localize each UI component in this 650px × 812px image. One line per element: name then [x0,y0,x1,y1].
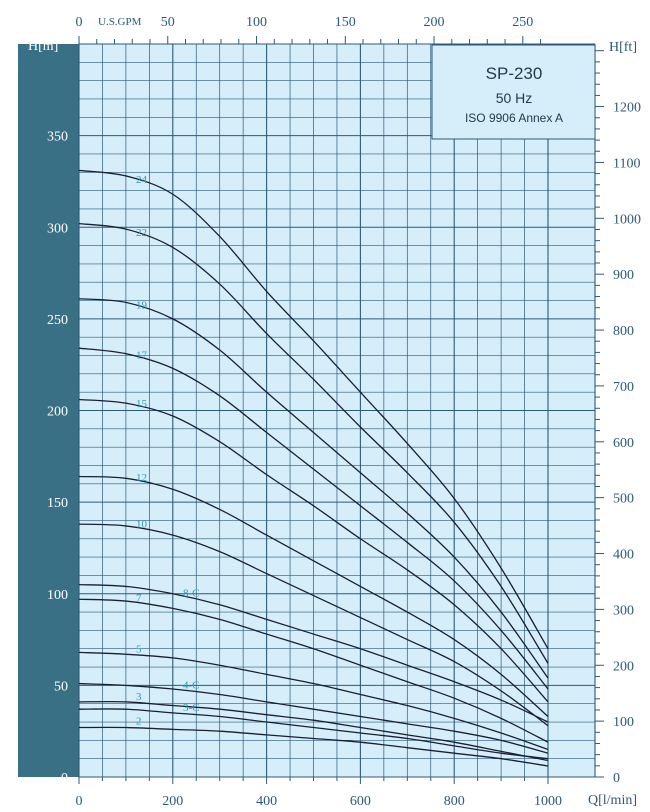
x-bottom-axis-label: Q[l/min] [588,793,637,808]
x-tick-label: 200 [162,794,183,809]
curve-15 [78,398,549,703]
y-right-tick-label: 100 [613,715,634,730]
y-axis-left: 0 50 100 150 200 250 300 350 [47,130,68,786]
y-tick-label: 350 [47,130,68,145]
curve-labels: 24 22 19 17 15 12 10 8-C 7 5 4-C 3 3-C 2 [136,174,199,728]
x-top-tick-label: 100 [246,15,267,30]
curve-label-12: 12 [136,472,147,484]
right-axis-ticks [78,36,604,784]
y-right-tick-label: 200 [613,659,634,674]
title-box [431,44,596,140]
curve-2 [78,726,549,767]
x-tick-label: 800 [444,794,465,809]
curve-24 [78,169,549,650]
x-top-axis-label: U.S.GPM [98,16,142,28]
y-left-axis-label: H[m] [28,39,58,54]
y-right-tick-label: 600 [613,436,634,451]
x-tick-label: 0 [76,794,83,809]
curve-label-10: 10 [136,518,148,530]
curve-label-17: 17 [136,349,148,361]
x-axis-bottom: 0 200 400 600 800 1000 [76,794,563,809]
curve-label-3-C: 3-C [183,702,200,714]
curve-19 [78,298,549,679]
curve-12 [78,475,549,718]
y-right-tick-label: 1000 [613,212,641,227]
chart-subtitle: 50 Hz [496,90,533,106]
y-right-axis-label: H[ft] [609,40,637,55]
chart-title: SP-230 [486,64,543,83]
y-axis-band [18,44,79,777]
curve-label-22: 22 [136,227,147,239]
curve-3 [78,700,549,762]
curve-10 [78,523,549,727]
y-right-tick-label: 800 [613,324,634,339]
x-top-tick-label: 200 [424,15,445,30]
curve-22 [78,222,549,664]
chart-note: ISO 9906 Annex A [465,111,563,125]
y-tick-label: 0 [61,771,68,786]
x-tick-label: 400 [256,794,277,809]
x-top-tick-label: 50 [161,15,175,30]
y-right-tick-label: 900 [613,268,634,283]
curve-7 [78,598,549,743]
curve-8-C [78,583,549,723]
curve-label-3: 3 [136,691,142,703]
x-axis-top: 0 50 100 150 200 250 [76,15,534,30]
x-tick-label: 1000 [534,794,562,809]
curve-label-7: 7 [136,592,142,604]
y-tick-label: 100 [47,588,68,603]
y-tick-label: 300 [47,221,68,236]
y-tick-label: 150 [47,496,68,511]
y-tick-label: 250 [47,313,68,328]
y-right-tick-label: 1100 [613,156,640,171]
x-top-tick-label: 0 [76,15,83,30]
x-top-tick-label: 250 [512,15,533,30]
curve-label-4-C: 4-C [183,679,200,691]
curve-5 [78,651,549,751]
curve-3-C [78,708,549,760]
curve-4-C [78,682,549,754]
y-right-tick-label: 0 [613,771,620,786]
curve-label-19: 19 [136,299,148,311]
y-right-tick-label: 1200 [613,101,641,116]
y-tick-label: 200 [47,405,68,420]
x-tick-label: 600 [350,794,371,809]
curve-label-15: 15 [136,398,148,410]
grid [78,43,596,778]
curve-label-24: 24 [136,174,148,186]
curve-label-5: 5 [136,643,142,655]
x-top-tick-label: 150 [335,15,356,30]
y-right-tick-label: 400 [613,548,634,563]
curves [78,169,549,767]
y-right-tick-label: 300 [613,603,634,618]
y-tick-label: 50 [54,679,68,694]
y-right-tick-label: 500 [613,492,634,507]
curve-17 [78,347,549,690]
curve-label-2: 2 [136,716,142,728]
curve-label-8-C: 8-C [183,587,200,599]
y-axis-right: 0 100 200 300 400 500 600 700 800 900 1000 1100 1200 [613,101,641,786]
y-right-tick-label: 700 [613,380,634,395]
